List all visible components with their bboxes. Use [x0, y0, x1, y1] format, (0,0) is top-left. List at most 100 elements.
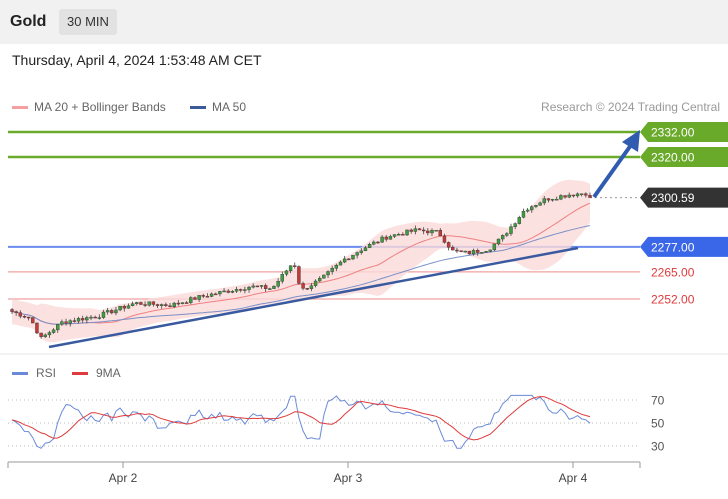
candle-body — [284, 270, 289, 275]
candle-body — [60, 321, 64, 325]
candle-body — [342, 258, 347, 263]
level-tag-2300.59 — [640, 187, 728, 208]
candle-body — [259, 285, 264, 287]
ma50-swatch — [190, 106, 206, 110]
ma20-label: MA 20 + Bollinger Bands — [34, 100, 166, 114]
candle-body — [509, 226, 513, 234]
candle-body — [584, 193, 588, 196]
candle-body — [542, 198, 546, 204]
candle-body — [401, 234, 405, 236]
candle-body — [10, 309, 14, 312]
candle-body — [305, 288, 309, 290]
bollinger-bands — [11, 179, 591, 343]
ma20-line — [11, 202, 591, 325]
timeframe-badge[interactable]: 30 MIN — [59, 9, 117, 35]
x-tick-label: Apr 2 — [109, 471, 138, 485]
target-arrow-shaft — [592, 136, 638, 199]
candle-body — [309, 285, 314, 289]
candle-body — [280, 274, 284, 282]
timestamp: Thursday, April 4, 2024 1:53:48 AM CET — [12, 52, 262, 68]
candle-body — [555, 198, 559, 201]
candle-body — [376, 241, 380, 244]
candle-body — [409, 229, 413, 232]
credit-text: Research © 2024 Trading Central — [541, 100, 720, 114]
x-tick-label: Apr 3 — [334, 471, 363, 485]
candle-body — [397, 234, 401, 236]
candle-body — [588, 194, 592, 198]
candle-body — [538, 202, 542, 206]
candle-body — [571, 194, 576, 197]
candle-body — [135, 302, 139, 304]
candle-body — [251, 285, 255, 288]
candle-body — [338, 261, 343, 266]
candle-body — [35, 322, 39, 334]
ma50-line — [11, 225, 591, 325]
candle-body — [272, 286, 276, 289]
rsi-swatch — [12, 372, 28, 375]
candle-body — [255, 285, 260, 288]
candle-body — [471, 250, 476, 255]
ma20-swatch — [12, 106, 28, 110]
candle-body — [268, 288, 272, 290]
level-label-2332.00: 2332.00 — [651, 126, 695, 140]
candle-body — [488, 249, 492, 252]
candle-body — [151, 301, 156, 305]
candle-body — [301, 283, 305, 289]
candle-body — [326, 271, 330, 276]
candle-body — [567, 194, 571, 198]
candle-body — [80, 318, 85, 321]
candle-body — [546, 198, 551, 201]
candle-body — [26, 316, 31, 319]
candle-body — [118, 305, 122, 311]
candle-body — [405, 229, 409, 236]
candle-body — [47, 332, 52, 336]
candle-body — [579, 193, 584, 195]
candle-body — [417, 228, 422, 231]
candle-body — [218, 291, 222, 295]
candle-body — [239, 289, 243, 291]
candle-body — [288, 265, 293, 272]
candle-body — [372, 241, 376, 245]
candle-body — [114, 309, 118, 314]
target-arrow-head — [622, 130, 640, 152]
legend-ma20: MA 20 + Bollinger Bands — [12, 100, 166, 114]
candle-body — [122, 305, 126, 309]
candle-body — [480, 252, 484, 254]
ma50-label: MA 50 — [212, 100, 247, 114]
candle-body — [222, 290, 226, 293]
candle-body — [438, 229, 443, 237]
candle-body — [517, 217, 522, 224]
rsi-ma-line — [11, 396, 591, 441]
candle-body — [388, 236, 393, 240]
candle-body — [426, 230, 430, 234]
candle-body — [513, 223, 517, 227]
rsi-lines — [11, 394, 591, 449]
candle-body — [500, 235, 505, 240]
candle-body — [76, 318, 81, 322]
candle-body — [189, 297, 193, 303]
candle-body — [155, 304, 160, 306]
candle-body — [68, 320, 72, 324]
level-label-2320.00: 2320.00 — [651, 151, 695, 165]
candle-body — [330, 268, 334, 272]
candle-body — [563, 195, 567, 198]
candle-body — [64, 321, 68, 324]
candle-body — [355, 252, 359, 256]
rsi-line — [11, 394, 591, 449]
candle-body — [97, 317, 102, 319]
candle-body — [384, 236, 388, 240]
candle-body — [110, 310, 114, 314]
candle-body — [18, 312, 23, 317]
trendlines — [48, 130, 640, 349]
candle-body — [159, 304, 164, 306]
candle-body — [130, 303, 135, 306]
candle-body — [446, 242, 451, 248]
legend-ma50: MA 50 — [190, 100, 246, 114]
candle-body — [496, 238, 501, 245]
level-label-2265.00: 2265.00 — [651, 265, 695, 279]
candle-body — [367, 244, 372, 248]
x-tick-label: Apr 4 — [559, 471, 588, 485]
candle-body — [334, 264, 339, 269]
candle-body — [56, 324, 60, 331]
